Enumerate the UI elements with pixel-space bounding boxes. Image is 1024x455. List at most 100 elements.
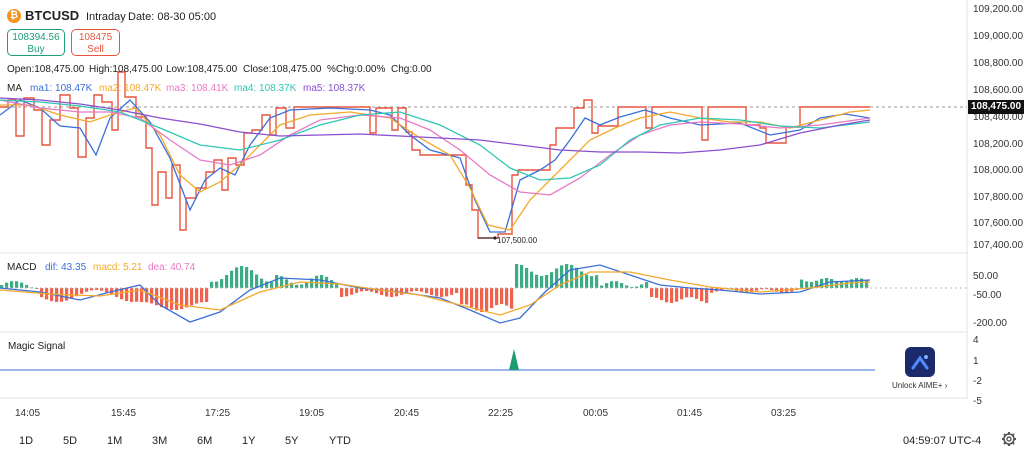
current-price-tag: 108,475.00 — [968, 100, 1024, 114]
macd-histogram-bar — [325, 276, 329, 288]
macd-histogram-bar — [770, 288, 774, 291]
macd-histogram-bar — [820, 278, 824, 288]
timeframe-tab-1m[interactable]: 1M — [107, 435, 123, 447]
macd-histogram-bar — [710, 288, 714, 293]
timeframe-tab-6m[interactable]: 6M — [197, 435, 213, 447]
macd-histogram-bar — [210, 281, 214, 288]
timeframe-tab-3m[interactable]: 3M — [152, 435, 168, 447]
macd-histogram-bar — [80, 288, 84, 294]
macd-histogram-bar — [90, 288, 94, 291]
aime-logo-icon[interactable] — [905, 347, 935, 377]
settings-gear-icon[interactable] — [1001, 431, 1017, 447]
macd-histogram-bar — [435, 288, 439, 297]
macd-histogram-bar — [525, 267, 529, 288]
macd-histogram-bar — [130, 288, 134, 302]
macd-histogram-bar — [205, 288, 209, 303]
macd-histogram-bar — [675, 288, 679, 302]
symbol-title[interactable]: BTCUSD — [25, 8, 80, 23]
timeframe-tab-1d[interactable]: 1D — [19, 435, 34, 447]
macd-histogram-bar — [230, 270, 234, 288]
ma5-value: ma5: 108.37K — [303, 83, 366, 94]
macd-histogram-bar — [450, 288, 454, 295]
macd-histogram-bar — [85, 288, 89, 292]
macd-histogram-bar — [400, 288, 404, 295]
macd-histogram-bar — [240, 266, 244, 288]
macd-histogram-bar — [115, 288, 119, 297]
macd-histogram-bar — [570, 264, 574, 288]
macd-histogram-bar — [720, 288, 724, 290]
ohlc-chg: Chg:0.00 — [391, 64, 432, 75]
macd-histogram-bar — [75, 288, 79, 297]
macd-histogram-bar — [225, 275, 229, 288]
macd-axis-label: 50.00 — [973, 271, 999, 282]
bitcoin-icon: ₿ — [7, 9, 21, 23]
macd-histogram-bar — [535, 274, 539, 288]
clock-time: 04:59:07 UTC-4 — [903, 435, 982, 447]
macd-histogram-bar — [70, 288, 74, 299]
macd-histogram-bar — [315, 275, 319, 288]
sell-label: Sell — [87, 44, 104, 55]
macd-histogram-bar — [390, 288, 394, 297]
macd-histogram-bar — [540, 275, 544, 288]
ma2-value: ma2: 108.47K — [99, 83, 162, 94]
timeframe-tab-5d[interactable]: 5D — [63, 435, 78, 447]
macd-histogram-bar — [120, 288, 124, 300]
macd-histogram-bar — [165, 288, 169, 309]
ma1-series-line — [0, 99, 871, 233]
timeframe-tab-1y[interactable]: 1Y — [242, 435, 256, 447]
macd-histogram-bar — [190, 288, 194, 306]
time-axis-label: 00:05 — [583, 408, 609, 419]
macd-dea: dea: 40.74 — [148, 262, 196, 273]
macd-histogram-bar — [565, 264, 569, 288]
macd-histogram-bar — [760, 288, 764, 290]
macd-histogram-bar — [215, 281, 219, 288]
macd-histogram-bar — [660, 288, 664, 301]
magic-signal-label: Magic Signal — [8, 341, 66, 352]
macd-histogram-bar — [665, 288, 669, 303]
macd-histogram-bar — [370, 288, 374, 292]
macd-histogram-bar — [355, 288, 359, 293]
macd-histogram-bar — [655, 288, 659, 298]
macd-histogram-bar — [360, 288, 364, 292]
macd-histogram-bar — [485, 288, 489, 312]
magic-axis-label: 4 — [973, 335, 979, 346]
macd-histogram-bar — [375, 288, 379, 294]
macd-histogram-bar — [805, 281, 809, 288]
sell-button[interactable]: 108475 Sell — [71, 29, 120, 56]
time-axis-label: 17:25 — [205, 408, 231, 419]
macd-histogram-bar — [545, 275, 549, 288]
macd-histogram-bar — [385, 288, 389, 297]
ma1-value: ma1: 108.47K — [30, 83, 93, 94]
macd-histogram-bar — [380, 288, 384, 296]
time-axis-label: 20:45 — [394, 408, 420, 419]
macd-histogram-bar — [865, 280, 869, 288]
macd-histogram-bar — [610, 281, 614, 288]
macd-histogram-bar — [600, 285, 604, 288]
price-axis-label: 107,600.00 — [973, 218, 1024, 229]
price-axis-label: 109,200.00 — [973, 4, 1024, 15]
ohlc-low: Low:108,475.00 — [166, 64, 238, 75]
macd-histogram-bar — [470, 288, 474, 308]
timeframe-tab-5y[interactable]: 5Y — [285, 435, 299, 447]
buy-button[interactable]: 108394.56 Buy — [7, 29, 65, 56]
timeframe-tab-ytd[interactable]: YTD — [329, 435, 351, 447]
macd-histogram-bar — [695, 288, 699, 299]
time-axis-label: 01:45 — [677, 408, 703, 419]
magic-axis-label: -5 — [973, 396, 982, 407]
macd-histogram-bar — [520, 265, 524, 288]
macd-histogram-bar — [690, 288, 694, 298]
ma3-series-line — [0, 99, 871, 196]
price-axis-label: 107,800.00 — [973, 192, 1024, 203]
macd-histogram-bar — [305, 281, 309, 288]
macd-histogram-bar — [555, 268, 559, 288]
macd-histogram-bar — [425, 288, 429, 294]
macd-histogram-bar — [365, 288, 369, 292]
time-axis-label: 22:25 — [488, 408, 514, 419]
macd-histogram-bar — [185, 288, 189, 308]
macd-histogram-bar — [125, 288, 129, 302]
unlock-aime-link[interactable]: Unlock AIME+ › — [892, 381, 948, 390]
macd-histogram-bar — [440, 288, 444, 297]
macd-histogram-bar — [670, 288, 674, 303]
time-axis-label: 15:45 — [111, 408, 137, 419]
